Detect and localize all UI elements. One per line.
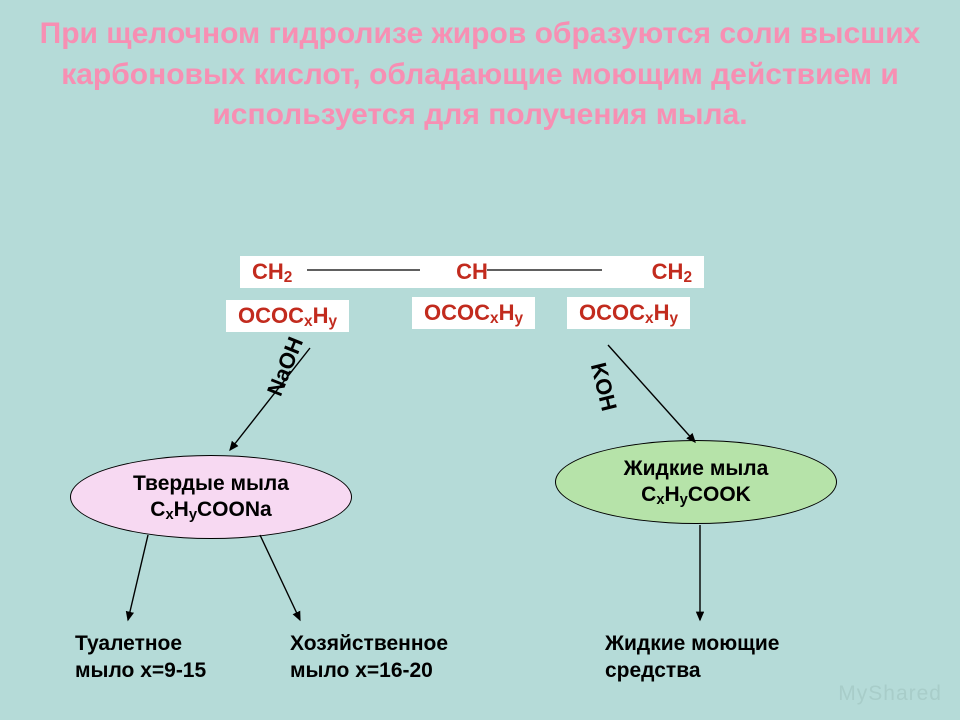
ellipse-solid-line2: CxHyCOONa (133, 497, 289, 523)
ellipse-liquid-line1: Жидкие мыла (624, 456, 769, 482)
reagent-koh: KOH (585, 360, 622, 414)
ellipse-liquid-line2: CxHyCOOK (624, 482, 769, 508)
mol-c1: CH2 (252, 259, 292, 285)
mol-c2: CH (456, 259, 488, 285)
result-household-soap: Хозяйственное мыло х=16-20 (290, 630, 448, 685)
mol-sub-2: OCOCxHy (412, 297, 535, 329)
ellipse-liquid-soap: Жидкие мыла CxHyCOOK (555, 440, 837, 524)
result-toilet-soap: Туалетное мыло х=9-15 (75, 630, 206, 685)
page-title: При щелочном гидролизе жиров образуются … (0, 14, 960, 136)
mol-sub-3: OCOCxHy (567, 297, 690, 329)
watermark: MyShared (838, 682, 942, 706)
mol-c3: CH2 (652, 259, 692, 285)
molecule-top-row: CH2 CH CH2 (240, 256, 704, 288)
ellipse-solid-soap: Твердые мыла CxHyCOONa (70, 455, 352, 539)
reagent-naoh: NaOH (262, 333, 309, 399)
result-liquid-detergent: Жидкие моющие средства (605, 630, 779, 685)
ellipse-solid-line1: Твердые мыла (133, 471, 289, 497)
mol-sub-1: OCOCxHy (226, 300, 349, 332)
